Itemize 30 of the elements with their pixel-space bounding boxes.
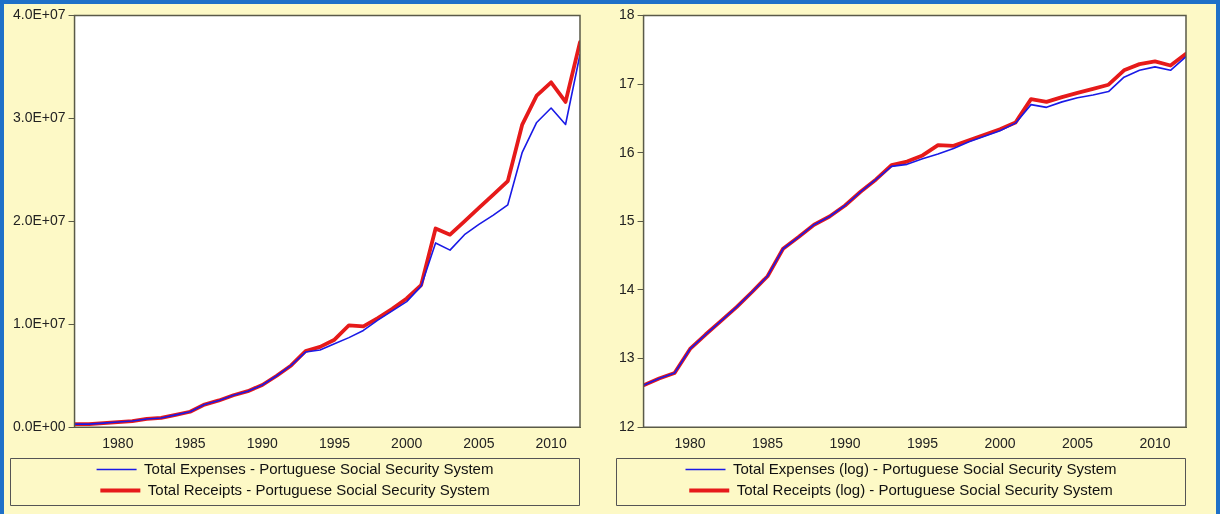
x-tick-label: 1995 xyxy=(318,435,351,452)
y-tick-label: 12 xyxy=(618,418,635,435)
x-tick-label: 1995 xyxy=(906,435,939,452)
x-tick-label: 1980 xyxy=(674,435,706,452)
y-tick-label: 14 xyxy=(618,280,635,297)
x-tick-label: 2010 xyxy=(535,435,567,452)
x-tick-label: 1980 xyxy=(102,435,134,452)
y-tick-label: 18 xyxy=(618,6,635,23)
y-tick-label: 16 xyxy=(618,143,635,160)
y-tick-label: 4.0E+07 xyxy=(12,6,66,23)
legend-label: Total Receipts - Portuguese Social Security System xyxy=(147,480,490,498)
x-tick-label: 1985 xyxy=(174,435,206,452)
legend-label: Total Receipts (log) - Portuguese Social Security System xyxy=(736,480,1113,498)
legend-label: Total Expenses - Portuguese Social Security System xyxy=(144,459,494,477)
y-tick-label: 2.0E+07 xyxy=(12,212,66,229)
y-tick-label: 15 xyxy=(618,212,635,229)
x-tick-label: 2010 xyxy=(1139,435,1171,452)
legend-label: Total Expenses (log) - Portuguese Social Security System xyxy=(733,459,1117,477)
x-tick-label: 2000 xyxy=(391,435,423,452)
y-tick-label: 3.0E+07 xyxy=(12,109,66,126)
y-tick-label: 1.0E+07 xyxy=(12,315,66,332)
y-tick-label: 17 xyxy=(618,74,635,91)
x-tick-label: 1985 xyxy=(751,435,784,452)
x-tick-label: 2000 xyxy=(984,435,1016,452)
x-tick-label: 1990 xyxy=(829,435,861,452)
y-tick-label: 0.0E+00 xyxy=(12,418,66,435)
x-tick-label: 2005 xyxy=(463,435,495,452)
x-tick-label: 2005 xyxy=(1061,435,1094,452)
x-tick-label: 1990 xyxy=(246,435,279,452)
y-tick-label: 13 xyxy=(618,349,635,366)
